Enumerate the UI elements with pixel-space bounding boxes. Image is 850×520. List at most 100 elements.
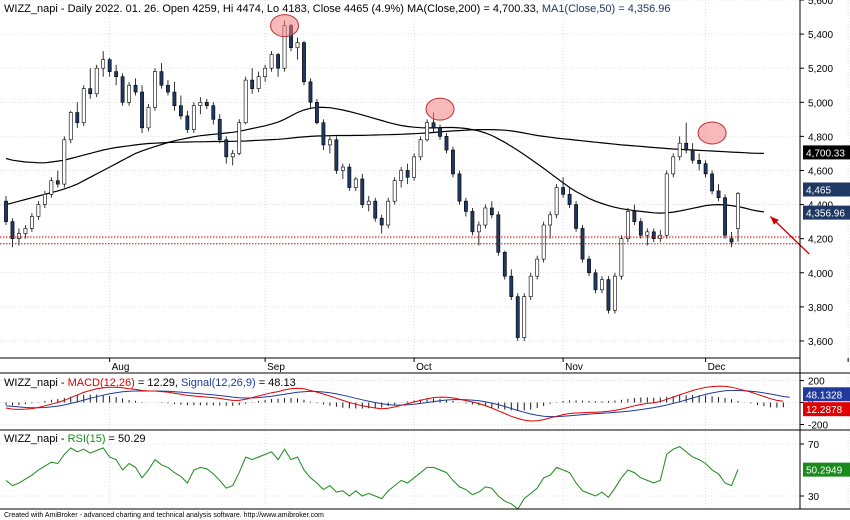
candle-body [256, 76, 261, 89]
close-tag: 4,465 [806, 185, 831, 196]
price-header-ma50: MA1(Close,50) = 4,356.96 [542, 3, 671, 15]
peak-highlight [270, 14, 300, 38]
candle-body [62, 139, 67, 185]
candle-body [528, 275, 533, 297]
candle-body [243, 79, 248, 124]
month-label: Dec [708, 362, 726, 373]
price-panel[interactable]: 3,6003,8004,0004,2004,4004,6004,8005,000… [0, 0, 850, 373]
arrow-shaft [769, 216, 810, 255]
candle-body [736, 193, 740, 229]
candle-body [470, 211, 475, 233]
rsi-header-name: RSI(15) [68, 433, 106, 445]
candle-body [366, 200, 371, 205]
candle-body [379, 217, 384, 226]
candle-body [431, 122, 436, 129]
candle-body [418, 139, 423, 158]
rsi-line [5, 446, 739, 510]
candle-body [554, 187, 559, 216]
price-y-label: 3,800 [808, 303, 833, 314]
candle-body [250, 79, 255, 89]
candle-body [613, 275, 617, 311]
rsi-tag: 50.2949 [806, 466, 843, 477]
candle-body [729, 238, 734, 243]
price-header-ma200: MA(Close,200) = 4,700.33, [407, 3, 539, 15]
candle-body [23, 228, 28, 234]
month-label: Nov [565, 362, 583, 373]
ma200-tag: 4,700.33 [806, 148, 845, 159]
candle-body [353, 178, 358, 188]
rsi-header-prefix: WIZZ_napi - [4, 433, 65, 445]
candle-body [36, 204, 41, 217]
candle-body [697, 159, 702, 164]
arrow-head [770, 216, 779, 225]
candle-body [451, 149, 455, 175]
macd-header-value: = 12.29, [138, 377, 178, 389]
candle-body [405, 170, 410, 178]
candle-body [133, 84, 138, 93]
ma50-layer [5, 106, 764, 214]
macd-header-name: MACD(12,26) [68, 377, 135, 389]
candle-body [347, 166, 352, 188]
candle-body [386, 200, 391, 226]
candle-body [276, 54, 280, 69]
candle-body [153, 71, 157, 108]
month-label: Aug [112, 362, 130, 373]
candle-body [10, 221, 15, 239]
candle-body [716, 190, 721, 199]
candle-body [476, 224, 481, 233]
candle-body [146, 107, 151, 129]
peak-highlight [697, 121, 727, 145]
candle-body [198, 101, 203, 106]
candle-body [392, 180, 397, 202]
candle-body [664, 173, 669, 236]
price-header-prefix: WIZZ_napi - Daily 2022. 01. 26. Open 425… [4, 3, 404, 15]
candle-body [489, 207, 494, 216]
macd-panel[interactable]: 2000-200 WIZZ_napi - MACD(12,26) = 12.29… [0, 374, 849, 432]
candle-body [237, 122, 242, 154]
candle-body [159, 71, 164, 86]
candle-body [723, 197, 727, 236]
candle-body [619, 238, 624, 277]
rsi-y-label: 30 [808, 492, 820, 503]
rsi-panel[interactable]: 70 30 WIZZ_napi - RSI(15) = 50.29 [0, 431, 849, 510]
candle-body [224, 139, 229, 158]
candle-body [457, 173, 462, 202]
signal-tag-box [803, 387, 850, 402]
candle-body [515, 296, 520, 338]
price-y-label: 3,600 [808, 337, 833, 348]
candle-body [684, 142, 689, 151]
candle-body [625, 211, 630, 239]
candle-body [638, 221, 643, 236]
candle-body [94, 67, 99, 95]
rsi-header-value: = 50.29 [109, 433, 146, 445]
price-header: WIZZ_napi - Daily 2022. 01. 26. Open 425… [4, 3, 671, 15]
candle-body [690, 149, 695, 161]
candle-body [703, 163, 708, 175]
candle-body [671, 156, 676, 175]
price-y-label: 4,200 [808, 235, 833, 246]
price-y-label: 4,800 [808, 132, 833, 143]
macd-header-signal: Signal(12,26,9) [181, 377, 256, 389]
macd-y-label: -200 [808, 421, 828, 432]
value-tags: 4,700.33 4,465 4,356.96 48.1328 12.2878 50.29… [803, 145, 850, 477]
price-y-label: 4,000 [808, 269, 833, 280]
rsi-line [5, 446, 739, 510]
month-label: Sep [267, 362, 285, 373]
ma50-tag: 4,356.96 [806, 209, 845, 220]
candle-body [107, 59, 112, 72]
price-y-axis: 3,6003,8004,0004,2004,4004,6004,8005,000… [800, 0, 833, 348]
footer-credit: Created with AmiBroker - advanced charti… [4, 512, 324, 519]
candle-body [17, 233, 21, 239]
candle-body [632, 211, 637, 222]
candle-body [211, 105, 216, 120]
candle-body [172, 91, 177, 106]
candle-body [101, 59, 106, 69]
candle-body [535, 258, 540, 277]
candle-body [651, 231, 656, 239]
candle-body [321, 122, 326, 146]
rsi-tag-box [803, 462, 850, 477]
macd-header-prefix: WIZZ_napi - [4, 377, 65, 389]
candle-body [677, 142, 682, 158]
candle-body [600, 279, 604, 291]
